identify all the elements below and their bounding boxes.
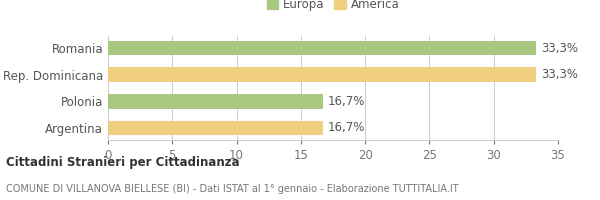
Text: Cittadini Stranieri per Cittadinanza: Cittadini Stranieri per Cittadinanza [6, 156, 239, 169]
Bar [108, 121, 323, 135]
Bar [108, 67, 536, 82]
Text: 33,3%: 33,3% [541, 68, 578, 81]
Legend: Europa, America: Europa, America [266, 0, 400, 11]
Text: 16,7%: 16,7% [328, 95, 365, 108]
Text: COMUNE DI VILLANOVA BIELLESE (BI) - Dati ISTAT al 1° gennaio - Elaborazione TUTT: COMUNE DI VILLANOVA BIELLESE (BI) - Dati… [6, 184, 458, 194]
Text: 33,3%: 33,3% [541, 42, 578, 55]
Bar [108, 41, 536, 55]
Bar [108, 94, 323, 109]
Text: 16,7%: 16,7% [328, 121, 365, 134]
